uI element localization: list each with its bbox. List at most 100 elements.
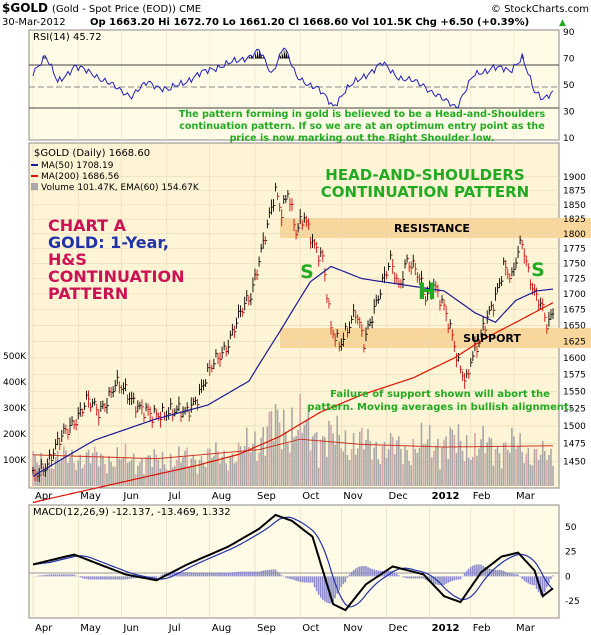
volume-bar [488, 437, 491, 486]
volume-bar [301, 432, 304, 486]
macd-histogram-bar [412, 576, 415, 579]
macd-histogram-bar [498, 570, 501, 577]
macd-histogram-bar [447, 576, 449, 583]
macd-histogram-bar [102, 576, 104, 580]
price-tick-label: 1650 [563, 321, 586, 331]
macd-histogram-bar [342, 576, 345, 585]
macd-histogram-bar [307, 576, 310, 583]
volume-bar [202, 462, 205, 486]
volume-bar [106, 473, 108, 486]
macd-histogram-bar [502, 570, 505, 577]
volume-bar [490, 438, 493, 486]
macd-histogram-bar [190, 572, 193, 577]
macd-histogram-bar [443, 576, 445, 586]
volume-bar [139, 462, 141, 486]
volume-bar [266, 426, 269, 486]
volume-bar [445, 436, 447, 486]
volume-bar [108, 455, 110, 486]
volume-legend-swatch [31, 183, 38, 190]
macd-histogram-bar [126, 576, 129, 580]
macd-histogram-bar [322, 576, 324, 600]
volume-bar [56, 450, 59, 486]
volume-tick-label: 500K [3, 352, 27, 362]
header-description: (Gold - Spot Price (EOD)) CME [52, 4, 201, 15]
month-label: Feb [473, 623, 491, 634]
macd-histogram-bar [463, 573, 466, 577]
volume-bar [260, 437, 262, 486]
macd-histogram-bar [369, 568, 371, 577]
volume-bar [46, 466, 49, 486]
month-label: Dec [389, 623, 408, 634]
failure-note-line-2: pattern. Moving averages in bullish alig… [307, 402, 572, 413]
volume-bar [496, 446, 499, 486]
volume-bar [60, 458, 63, 486]
macd-histogram-bar [293, 576, 295, 581]
price-panel: 1900 1875 1850 1825 1800 1775 1750 1725 1700 1675… [3, 142, 591, 503]
macd-histogram-bar [52, 574, 55, 577]
macd-histogram-bar [174, 572, 176, 577]
volume-bar [410, 465, 412, 486]
volume-bar [241, 452, 244, 486]
macd-histogram-bar [496, 570, 499, 577]
macd-line [32, 513, 554, 612]
macd-histogram-bar [285, 576, 287, 578]
macd-histogram-bar [250, 571, 252, 577]
macd-histogram-bar [278, 573, 281, 577]
macd-histogram-bar [118, 576, 121, 580]
macd-histogram-bar [211, 572, 213, 577]
macd-histogram-bar [161, 574, 164, 577]
macd-histogram-bar [385, 570, 388, 577]
macd-histogram-bar [319, 576, 322, 598]
failure-note-line-1: Failure of support shown will abort the [330, 389, 550, 400]
volume-bar [299, 394, 301, 486]
macd-histogram-bar [262, 570, 264, 577]
volume-bar [79, 454, 82, 486]
volume-bar [243, 445, 246, 486]
macd-histogram-bar [511, 573, 513, 577]
volume-bar [437, 438, 439, 486]
volume-bar [71, 449, 73, 486]
ma50-legend: MA(50) 1708.19 [41, 161, 114, 171]
price-tick-label: 1825 [563, 215, 586, 225]
volume-bar [439, 469, 441, 486]
volume-bar [492, 465, 495, 486]
macd-histogram-bar [132, 576, 135, 579]
volume-bar [95, 451, 98, 486]
left-shoulder-label: S [300, 261, 314, 283]
macd-histogram-bar [79, 576, 82, 578]
macd-histogram-bar [395, 574, 398, 577]
macd-histogram-bar [459, 576, 462, 580]
support-label: SUPPORT [463, 332, 521, 345]
volume-bar [256, 460, 258, 486]
ma50-line [32, 265, 554, 477]
macd-histogram-bar [268, 569, 271, 577]
chart-a-title-line-5: PATTERN [48, 284, 128, 303]
macd-histogram-bar [194, 572, 197, 577]
volume-bar [451, 429, 454, 486]
macd-histogram-bar [85, 576, 88, 580]
volume-bar [264, 455, 267, 486]
volume-bar [248, 446, 250, 486]
volume-bar [178, 446, 180, 486]
volume-bar [120, 459, 123, 486]
volume-bar [153, 449, 156, 486]
volume-bar [91, 452, 94, 486]
macd-histogram-bar [97, 576, 100, 580]
chart-a-title-line-3: H&S [48, 250, 87, 269]
volume-bar [165, 468, 168, 486]
volume-bar [289, 452, 291, 486]
macd-histogram-bar [315, 576, 318, 592]
volume-bar [176, 459, 178, 486]
volume-bar [391, 436, 394, 486]
volume-bar [502, 443, 505, 486]
month-label: Mar [516, 623, 536, 634]
macd-histogram-bar [297, 576, 299, 582]
month-label: Apr [35, 623, 53, 634]
price-tick-label: 1700 [563, 290, 586, 300]
macd-histogram-bar [130, 576, 133, 579]
volume-bar [192, 454, 195, 486]
macd-histogram-bar [108, 576, 110, 580]
price-tick-label: 1875 [563, 187, 586, 197]
volume-bar [537, 460, 540, 486]
